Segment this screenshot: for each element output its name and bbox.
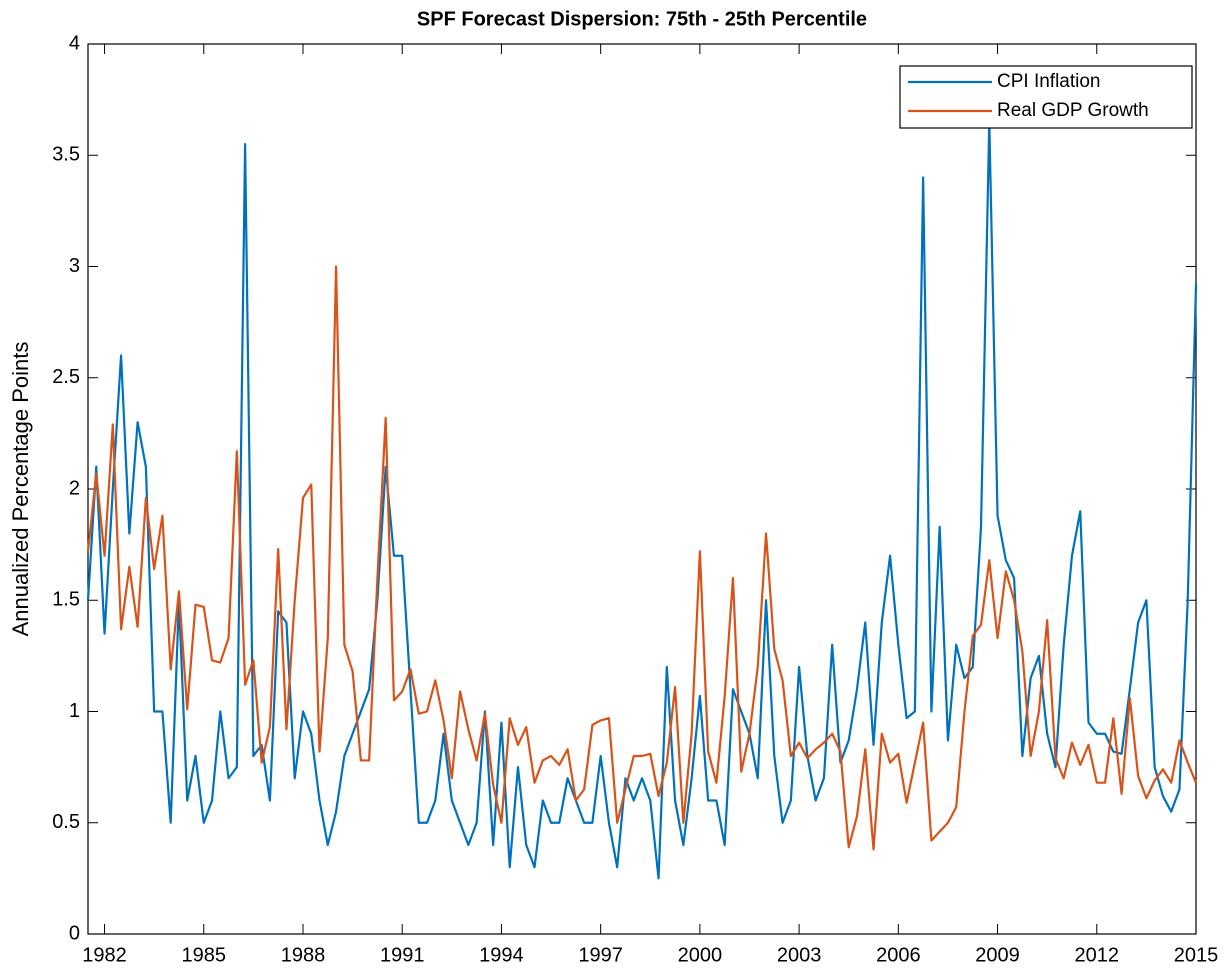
line-series [86,265,1198,851]
line-series [86,120,1198,880]
legend-label: Real GDP Growth [997,100,1149,121]
x-tick-label: 2009 [975,944,1020,966]
y-axis-label: Annualized Percentage Points [8,342,33,637]
x-tick-label: 2015 [1174,944,1219,966]
x-tick-label: 1988 [281,944,326,966]
plot-area [87,43,1197,935]
y-tick-label: 0.5 [52,811,80,833]
y-tick-label: 1 [69,700,80,722]
chart-title: SPF Forecast Dispersion: 75th - 25th Per… [417,8,867,30]
x-tick-label: 2012 [1075,944,1120,966]
x-tick-label: 2000 [678,944,723,966]
y-tick-label: 2.5 [52,366,80,388]
x-tick-label: 1997 [578,944,623,966]
x-tick-label: 2006 [876,944,921,966]
y-tick-label: 2 [69,477,80,499]
y-tick-label: 0 [69,922,80,944]
x-tick-label: 2003 [777,944,822,966]
x-tick-label: 1994 [479,944,524,966]
x-tick-label: 1991 [380,944,425,966]
y-tick-label: 4 [69,32,80,54]
legend-box [899,65,1193,129]
y-tick-label: 3.5 [52,144,80,166]
x-tick-label: 1985 [182,944,227,966]
legend-label: CPI Inflation [997,71,1101,92]
x-tick-label: 1982 [82,944,127,966]
y-tick-label: 1.5 [52,589,80,611]
y-tick-label: 3 [69,255,80,277]
